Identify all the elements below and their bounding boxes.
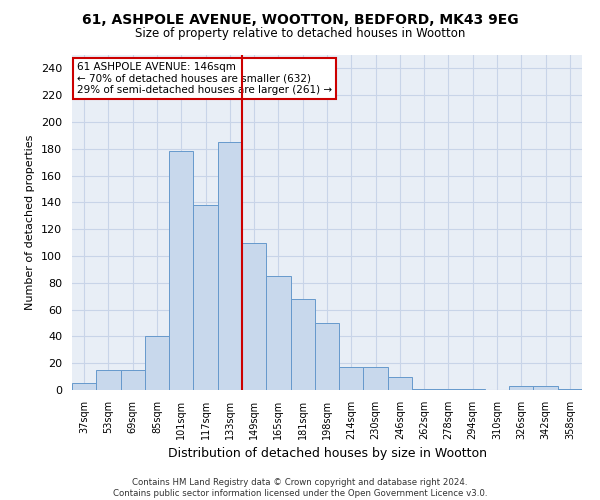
Bar [169,152,193,390]
Bar [96,370,121,390]
Bar [242,242,266,390]
Bar [533,386,558,390]
Bar [364,367,388,390]
Bar [121,370,145,390]
Bar [72,384,96,390]
Text: Size of property relative to detached houses in Wootton: Size of property relative to detached ho… [135,28,465,40]
Text: 61 ASHPOLE AVENUE: 146sqm
← 70% of detached houses are smaller (632)
29% of semi: 61 ASHPOLE AVENUE: 146sqm ← 70% of detac… [77,62,332,95]
Bar [315,323,339,390]
Text: Contains HM Land Registry data © Crown copyright and database right 2024.
Contai: Contains HM Land Registry data © Crown c… [113,478,487,498]
Bar [339,367,364,390]
Bar [558,388,582,390]
Bar [388,376,412,390]
X-axis label: Distribution of detached houses by size in Wootton: Distribution of detached houses by size … [167,448,487,460]
Bar [218,142,242,390]
Bar [193,205,218,390]
Bar [461,388,485,390]
Bar [509,386,533,390]
Y-axis label: Number of detached properties: Number of detached properties [25,135,35,310]
Bar [412,388,436,390]
Bar [436,388,461,390]
Bar [290,299,315,390]
Text: 61, ASHPOLE AVENUE, WOOTTON, BEDFORD, MK43 9EG: 61, ASHPOLE AVENUE, WOOTTON, BEDFORD, MK… [82,12,518,26]
Bar [145,336,169,390]
Bar [266,276,290,390]
